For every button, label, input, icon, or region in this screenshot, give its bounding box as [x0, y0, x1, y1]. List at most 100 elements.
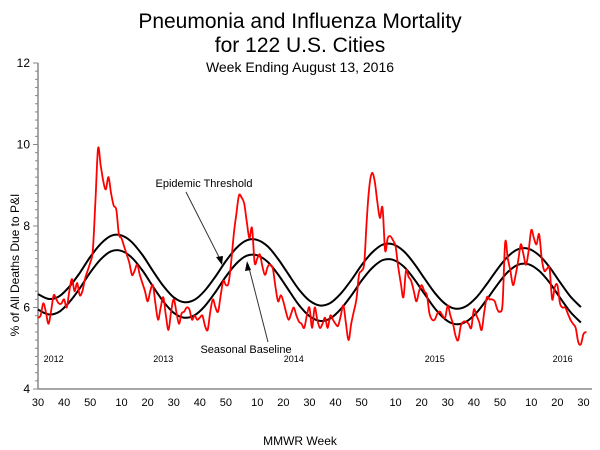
observed-point — [392, 239, 394, 241]
observed-point — [444, 317, 446, 319]
year-label: 2012 — [44, 354, 64, 364]
chart-title-line2: for 122 U.S. Cities — [215, 34, 385, 57]
observed-point — [251, 227, 253, 229]
x-tick-label: 50 — [356, 397, 368, 409]
observed-point — [575, 327, 577, 329]
observed-point — [324, 317, 326, 319]
observed-point — [186, 306, 188, 309]
observed-point — [170, 310, 172, 313]
observed-point — [371, 172, 373, 174]
observed-point — [355, 298, 358, 300]
observed-point — [144, 290, 146, 292]
observed-point — [379, 217, 381, 219]
y-tick-label: 12 — [17, 56, 31, 70]
observed-point — [361, 270, 363, 272]
x-tick-label: 30 — [303, 397, 315, 409]
observed-point — [295, 315, 297, 317]
observed-point — [50, 310, 52, 313]
observed-point — [199, 317, 201, 319]
observed-point — [259, 253, 261, 256]
observed-point — [212, 298, 214, 300]
observed-point — [204, 325, 206, 327]
observed-point — [418, 290, 420, 292]
observed-point — [167, 329, 170, 331]
observed-point — [230, 262, 232, 264]
observed-point — [102, 180, 104, 182]
observed-point — [387, 237, 389, 239]
observed-point — [350, 323, 352, 325]
observed-point — [136, 264, 138, 266]
observed-point — [243, 202, 245, 205]
observed-point — [447, 304, 449, 307]
observed-point — [400, 282, 402, 284]
observed-point — [551, 298, 553, 300]
observed-point — [468, 323, 470, 325]
observed-point — [501, 302, 504, 305]
observed-point — [287, 319, 290, 321]
observed-point — [522, 253, 525, 256]
baseline-arrow — [247, 263, 269, 343]
year-label: 2015 — [425, 354, 445, 364]
y-tick-label: 10 — [17, 138, 31, 152]
x-tick-label: 30 — [168, 397, 180, 409]
observed-points — [37, 147, 587, 345]
observed-point — [415, 300, 418, 302]
x-tick-label: 40 — [194, 397, 206, 409]
observed-point — [42, 302, 44, 305]
observed-point — [79, 294, 81, 296]
observed-point — [423, 290, 425, 292]
observed-point — [582, 333, 585, 335]
observed-point — [235, 213, 237, 215]
observed-point — [201, 315, 204, 317]
observed-point — [515, 274, 517, 276]
observed-point — [175, 310, 177, 313]
year-labels: 2012 2013 2014 2015 2016 — [44, 354, 573, 364]
observed-point — [319, 327, 321, 329]
observed-point — [342, 304, 344, 307]
observed-pi-line — [37, 146, 587, 346]
observed-point — [311, 327, 313, 329]
axes — [33, 62, 592, 390]
observed-point — [110, 192, 112, 194]
observed-point — [280, 294, 282, 296]
observed-point — [363, 262, 365, 264]
observed-point — [353, 310, 355, 313]
x-tick-label: 30 — [32, 397, 44, 409]
observed-point — [84, 278, 86, 280]
observed-point — [113, 205, 115, 207]
observed-point — [452, 323, 454, 325]
observed-point — [530, 229, 532, 231]
observed-point — [358, 274, 360, 276]
x-tick-label: 10 — [389, 397, 401, 409]
observed-point — [290, 313, 292, 315]
observed-point — [154, 302, 157, 305]
observed-point — [274, 286, 277, 288]
observed-point — [191, 319, 193, 321]
y-tick-label: 6 — [23, 301, 30, 315]
observed-point — [63, 298, 65, 300]
observed-point — [123, 245, 125, 247]
observed-point — [394, 245, 397, 247]
observed-point — [89, 262, 91, 264]
observed-point — [261, 266, 264, 268]
threshold-arrow — [185, 191, 223, 264]
observed-point — [131, 274, 133, 276]
y-tick-label: 4 — [23, 382, 30, 396]
observed-point — [384, 249, 386, 252]
y-axis-title: % of All Deaths Due to P&I — [8, 194, 22, 337]
x-tick-label: 20 — [277, 397, 289, 409]
observed-point — [408, 276, 410, 278]
observed-point — [428, 313, 431, 315]
observed-point — [58, 302, 60, 305]
observed-point — [577, 341, 579, 343]
observed-point — [220, 294, 222, 296]
observed-point — [564, 306, 566, 309]
observed-point — [248, 237, 251, 239]
observed-point — [37, 317, 39, 319]
observed-point — [238, 194, 240, 197]
observed-point — [222, 280, 224, 282]
observed-point — [314, 306, 316, 309]
observed-point — [546, 268, 548, 270]
observed-point — [462, 321, 465, 323]
observed-point — [569, 319, 572, 321]
